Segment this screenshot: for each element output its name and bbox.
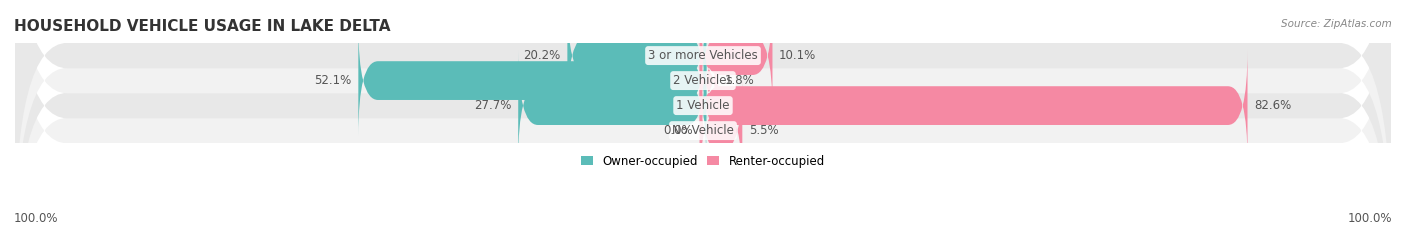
Text: 1 Vehicle: 1 Vehicle bbox=[676, 99, 730, 112]
Text: 3 or more Vehicles: 3 or more Vehicles bbox=[648, 49, 758, 62]
FancyBboxPatch shape bbox=[699, 25, 720, 136]
Text: 100.0%: 100.0% bbox=[1347, 212, 1392, 225]
FancyBboxPatch shape bbox=[519, 50, 706, 161]
Text: 1.8%: 1.8% bbox=[724, 74, 755, 87]
FancyBboxPatch shape bbox=[700, 0, 772, 111]
Text: 52.1%: 52.1% bbox=[315, 74, 352, 87]
FancyBboxPatch shape bbox=[700, 50, 1247, 161]
Text: Source: ZipAtlas.com: Source: ZipAtlas.com bbox=[1281, 19, 1392, 29]
Text: 10.1%: 10.1% bbox=[779, 49, 817, 62]
FancyBboxPatch shape bbox=[15, 0, 1391, 234]
Legend: Owner-occupied, Renter-occupied: Owner-occupied, Renter-occupied bbox=[576, 150, 830, 172]
Text: 5.5%: 5.5% bbox=[749, 124, 779, 137]
Text: 2 Vehicles: 2 Vehicles bbox=[673, 74, 733, 87]
Text: 100.0%: 100.0% bbox=[14, 212, 59, 225]
FancyBboxPatch shape bbox=[15, 0, 1391, 234]
FancyBboxPatch shape bbox=[568, 0, 706, 111]
Text: 82.6%: 82.6% bbox=[1254, 99, 1291, 112]
Text: 20.2%: 20.2% bbox=[523, 49, 561, 62]
FancyBboxPatch shape bbox=[359, 25, 706, 136]
FancyBboxPatch shape bbox=[700, 75, 742, 186]
Text: HOUSEHOLD VEHICLE USAGE IN LAKE DELTA: HOUSEHOLD VEHICLE USAGE IN LAKE DELTA bbox=[14, 19, 391, 34]
FancyBboxPatch shape bbox=[15, 0, 1391, 234]
Text: 27.7%: 27.7% bbox=[474, 99, 512, 112]
Text: 0.0%: 0.0% bbox=[664, 124, 693, 137]
Text: No Vehicle: No Vehicle bbox=[672, 124, 734, 137]
FancyBboxPatch shape bbox=[15, 0, 1391, 234]
